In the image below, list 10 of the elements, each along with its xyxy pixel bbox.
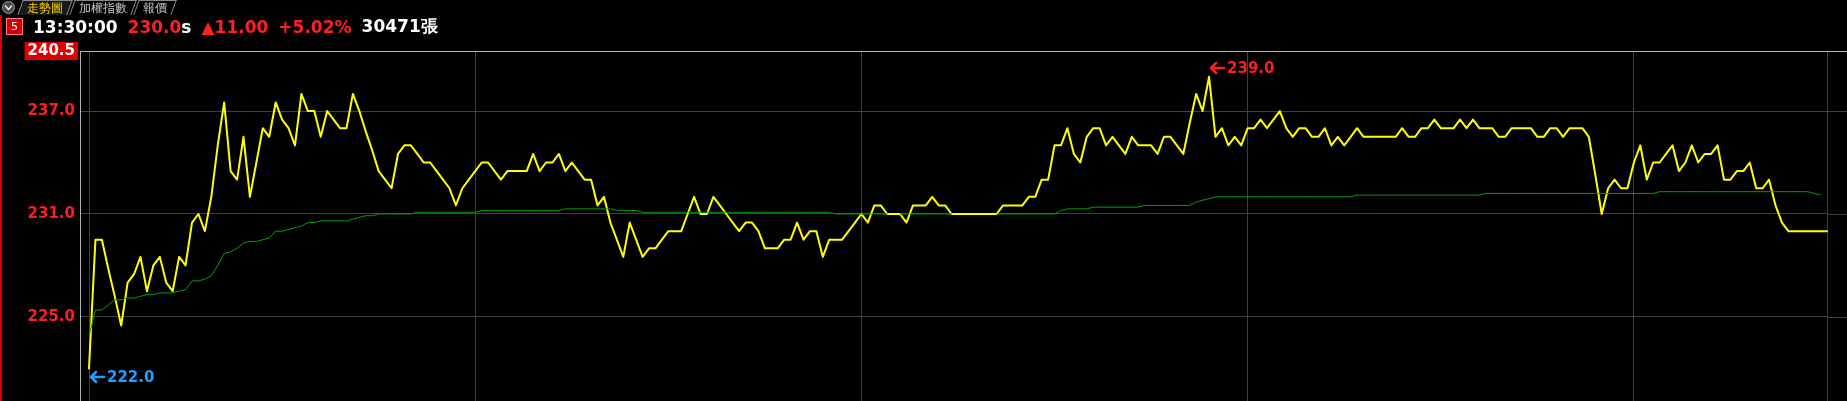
- text: 走勢圖: [26, 1, 63, 15]
- y-tick-label: 240.5: [27, 40, 75, 59]
- text: 報價: [142, 1, 167, 15]
- y-tick-label: 225.0: [27, 306, 75, 325]
- annotation: 239.0: [1227, 58, 1275, 77]
- y-tick-label: 231.0: [27, 203, 75, 222]
- annotation: 222.0: [107, 367, 155, 386]
- text: 加權指數: [78, 1, 127, 15]
- chart-title: 5 13:30:00 230.0s ▲11.00 +5.02% 30471張: [11, 16, 438, 37]
- y-tick-label: 237.0: [27, 100, 75, 119]
